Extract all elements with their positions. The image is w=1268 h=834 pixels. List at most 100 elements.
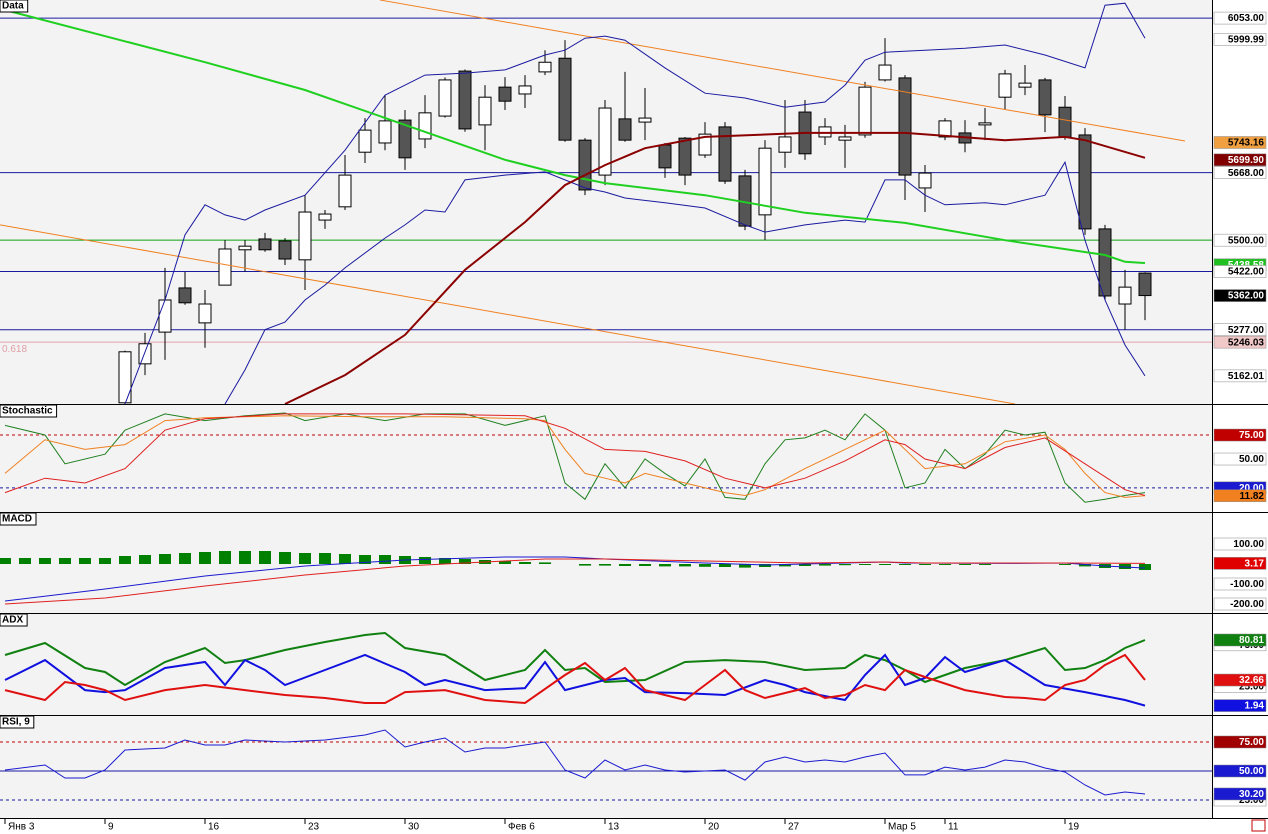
level-label: 0.618	[2, 344, 27, 355]
y-tick-label: 3.17	[1245, 559, 1265, 570]
y-tick-label: 75.00	[1239, 737, 1264, 748]
histogram-bar	[839, 564, 851, 566]
candle-body	[578, 139, 592, 191]
y-tick-label: -100.00	[1230, 579, 1264, 590]
panel-title-box	[0, 0, 29, 13]
candle-body	[478, 96, 492, 126]
candle-body	[998, 73, 1012, 98]
candle-body	[278, 240, 292, 260]
x-tick-label: 23	[308, 822, 320, 833]
panel-title-box	[0, 512, 37, 526]
candle-body	[218, 248, 232, 286]
indicator-line	[124, 2, 1146, 405]
indicator-line	[4, 729, 1146, 796]
candle-body	[178, 287, 192, 304]
candle-body	[778, 136, 792, 153]
histogram-bar	[99, 558, 111, 564]
y-tick-box	[1213, 557, 1267, 570]
x-tick-label: 30	[408, 822, 420, 833]
candle-body	[238, 245, 252, 251]
y-tick-label: 32.66	[1239, 675, 1264, 686]
y-tick-box	[1213, 597, 1267, 611]
candle-body	[638, 117, 652, 123]
y-tick-box	[1213, 11, 1267, 25]
x-tick-label: 20	[708, 822, 720, 833]
corner-icon	[1251, 819, 1266, 832]
candle-body	[718, 126, 732, 182]
indicator-line	[4, 412, 1146, 503]
histogram-bar	[179, 553, 191, 564]
y-tick-label: 5699.90	[1228, 155, 1265, 166]
indicator-line	[224, 160, 1146, 405]
indicator-line	[0, 224, 1016, 405]
y-tick-box	[1213, 153, 1267, 167]
y-tick-label: 5999.99	[1228, 35, 1265, 46]
candle-body	[698, 133, 712, 156]
histogram-bar	[899, 564, 911, 565]
histogram-bar	[519, 562, 531, 564]
x-tick-label: 19	[1068, 822, 1080, 833]
y-tick-label: 1.94	[1245, 701, 1265, 712]
y-tick-label: 80.81	[1239, 635, 1264, 646]
indicator-line	[4, 631, 1146, 687]
histogram-bar	[539, 562, 551, 564]
panel-background	[0, 405, 1212, 512]
y-tick-label: 100.00	[1233, 539, 1264, 550]
candle-body	[458, 70, 472, 130]
candle-body	[198, 303, 212, 324]
candle-body	[898, 77, 912, 176]
histogram-bar	[359, 555, 371, 564]
candle-body	[1098, 228, 1112, 297]
y-tick-label: 5743.16	[1228, 138, 1265, 149]
y-tick-label: 5277.00	[1228, 325, 1265, 336]
candle-body	[618, 118, 632, 141]
y-tick-box	[1213, 33, 1267, 46]
candle-body	[598, 107, 612, 176]
x-tick-label: Фев 6	[508, 822, 535, 833]
candle-body	[538, 61, 552, 73]
y-tick-label: 11.82	[1240, 491, 1265, 502]
y-tick-box	[1213, 323, 1267, 336]
y-tick-label: 5422.00	[1228, 267, 1265, 278]
candle-body	[838, 136, 852, 141]
histogram-bar	[119, 556, 131, 564]
histogram-bar	[699, 564, 711, 567]
histogram-bar	[739, 564, 751, 568]
y-tick-label: 5500.00	[1228, 235, 1265, 246]
histogram-bar	[19, 558, 31, 564]
y-tick-label: 30.20	[1239, 789, 1264, 800]
y-tick-box	[1213, 633, 1267, 647]
panel-title: Data	[2, 1, 24, 12]
histogram-bar	[919, 564, 931, 565]
y-tick-box	[1213, 428, 1267, 442]
candle-body	[398, 119, 412, 159]
panel-title-box	[0, 404, 58, 418]
candle-body	[1058, 106, 1072, 138]
histogram-bar	[279, 552, 291, 564]
candle-body	[1138, 272, 1152, 297]
y-tick-box	[1213, 335, 1267, 349]
histogram-bar	[139, 555, 151, 564]
x-tick-label: 13	[608, 822, 620, 833]
y-tick-box	[1213, 136, 1267, 149]
y-tick-box	[1213, 673, 1267, 687]
histogram-bar	[159, 554, 171, 564]
y-tick-label: 20.00	[1239, 483, 1264, 494]
y-tick-box	[1213, 233, 1267, 247]
y-tick-label: 25.00	[1239, 682, 1264, 693]
y-tick-label: 5162.01	[1228, 371, 1265, 382]
candle-body	[878, 64, 892, 81]
histogram-bar	[319, 553, 331, 564]
histogram-bar	[639, 564, 651, 566]
panel-title-box	[0, 613, 28, 627]
y-tick-label: 50.00	[1239, 766, 1264, 777]
histogram-bar	[79, 558, 91, 564]
histogram-bar	[619, 564, 631, 566]
histogram-bar	[1059, 564, 1071, 565]
candle-body	[978, 122, 992, 126]
indicator-line	[4, 558, 1146, 605]
histogram-bar	[439, 558, 451, 564]
histogram-bar	[39, 558, 51, 564]
candle-body	[1118, 286, 1132, 305]
x-tick-label: 16	[208, 822, 220, 833]
